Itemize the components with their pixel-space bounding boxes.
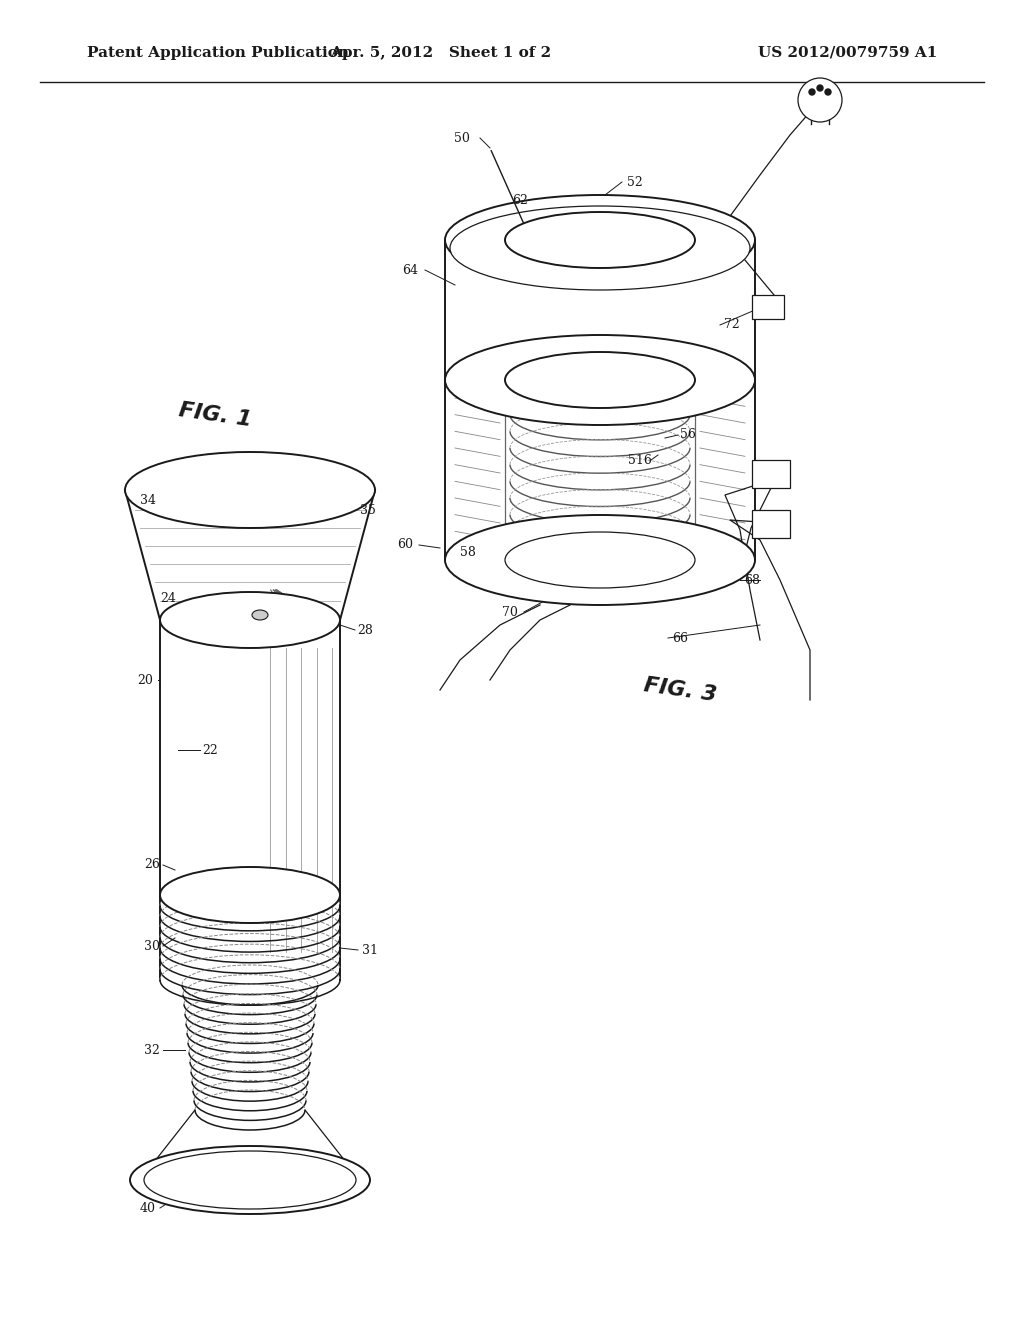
Text: 58: 58 (460, 545, 476, 558)
Ellipse shape (505, 532, 695, 587)
Text: 50: 50 (454, 132, 470, 144)
Ellipse shape (252, 610, 268, 620)
Text: 52: 52 (627, 176, 643, 189)
Bar (752, 459, 790, 488)
Ellipse shape (144, 1151, 356, 1209)
Text: 22: 22 (202, 743, 218, 756)
Circle shape (825, 88, 831, 95)
Text: 516: 516 (628, 454, 652, 466)
Text: 20: 20 (137, 673, 153, 686)
Text: Apr. 5, 2012   Sheet 1 of 2: Apr. 5, 2012 Sheet 1 of 2 (330, 46, 551, 59)
Ellipse shape (445, 515, 755, 605)
Circle shape (809, 88, 815, 95)
Text: 66: 66 (672, 631, 688, 644)
Text: 64: 64 (402, 264, 418, 276)
Bar (752, 294, 784, 319)
Text: US 2012/0079759 A1: US 2012/0079759 A1 (758, 46, 937, 59)
Text: 30: 30 (144, 940, 160, 953)
Text: 68: 68 (744, 573, 760, 586)
Ellipse shape (160, 591, 340, 648)
Ellipse shape (505, 352, 695, 408)
Text: 28: 28 (357, 623, 373, 636)
Text: 56: 56 (680, 429, 696, 441)
Text: 32: 32 (144, 1044, 160, 1056)
Text: FIG. 1: FIG. 1 (177, 400, 253, 430)
Ellipse shape (505, 213, 695, 268)
Ellipse shape (798, 78, 842, 121)
Text: 62: 62 (512, 194, 528, 206)
Text: Patent Application Publication: Patent Application Publication (87, 46, 349, 59)
Text: 72: 72 (724, 318, 740, 331)
Text: 34: 34 (140, 494, 156, 507)
Text: FIG. 3: FIG. 3 (642, 675, 718, 705)
Text: 31: 31 (362, 944, 378, 957)
Ellipse shape (450, 206, 750, 290)
Text: 70: 70 (502, 606, 518, 619)
Ellipse shape (445, 335, 755, 425)
Ellipse shape (130, 1146, 370, 1214)
Ellipse shape (125, 451, 375, 528)
Text: 40: 40 (140, 1201, 156, 1214)
Circle shape (817, 84, 823, 91)
Ellipse shape (160, 867, 340, 923)
Text: 26: 26 (144, 858, 160, 871)
Ellipse shape (445, 195, 755, 285)
Text: 35: 35 (360, 503, 376, 516)
Text: 60: 60 (397, 539, 413, 552)
Text: 24: 24 (160, 591, 176, 605)
Bar (752, 510, 790, 539)
